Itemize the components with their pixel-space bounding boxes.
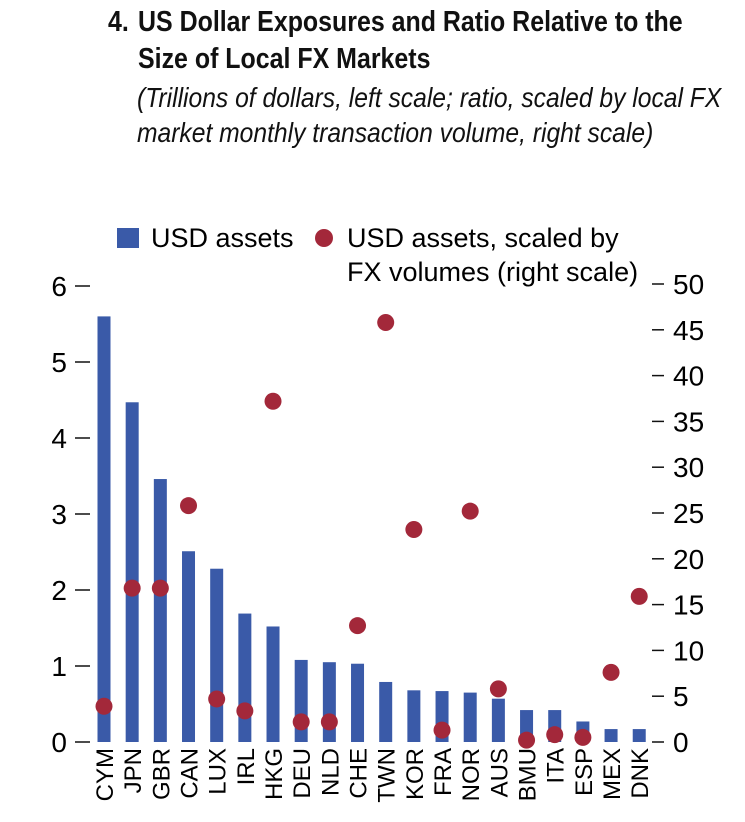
dot-che — [349, 617, 367, 635]
bar-mex — [604, 729, 618, 742]
x-label-fra: FRA — [430, 748, 457, 796]
x-label-twn: TWN — [374, 748, 401, 803]
right-axis-tick-label: 50 — [673, 269, 704, 300]
dot-fra — [433, 721, 451, 739]
dot-lux — [208, 690, 226, 708]
x-label-che: CHE — [346, 748, 373, 799]
dot-nor — [461, 502, 479, 520]
dot-esp — [574, 728, 592, 746]
dot-cym — [95, 697, 113, 715]
right-axis-tick-label: 35 — [673, 406, 704, 437]
x-label-can: CAN — [177, 748, 204, 799]
left-axis-tick-label: 1 — [51, 651, 67, 682]
dot-hkg — [264, 392, 282, 410]
title-text: US Dollar Exposures and Ratio Relative t… — [138, 6, 683, 75]
legend: USD assets USD assets, scaled by FX volu… — [117, 223, 638, 287]
bar-kor — [407, 690, 421, 742]
dot-aus — [489, 680, 507, 698]
bar-dnk — [632, 729, 646, 742]
left-axis-tick-label: 0 — [51, 727, 67, 758]
x-axis-labels: CYM JPN GBR CAN LUX IRL HKG DEU NLD CHE TWN KOR FRA N… — [92, 748, 654, 803]
x-label-kor: KOR — [402, 748, 429, 800]
dot-deu — [292, 713, 310, 731]
bar-twn — [379, 681, 393, 742]
bar-cym — [97, 316, 111, 742]
legend-label-scaled-line2: FX volumes (right scale) — [347, 257, 638, 287]
x-label-dnk: DNK — [627, 748, 654, 799]
dot-gbr — [151, 579, 169, 597]
x-label-jpn: JPN — [120, 748, 147, 793]
right-axis-tick-label: 30 — [673, 452, 704, 483]
x-label-cym: CYM — [92, 748, 119, 801]
dot-dnk — [630, 587, 648, 605]
dot-ita — [546, 726, 564, 744]
bar-hkg — [266, 626, 280, 742]
right-axis-tick-label: 10 — [673, 635, 704, 666]
dot-jpn — [123, 579, 141, 597]
chart-subtitle: (Trillions of dollars, left scale; ratio… — [137, 82, 722, 148]
bar-can — [182, 551, 196, 742]
dot-irl — [236, 702, 254, 720]
dot-nld — [320, 713, 338, 731]
left-axis-tick-label: 6 — [51, 271, 67, 302]
bar-aus — [491, 698, 505, 742]
x-label-aus: AUS — [486, 748, 513, 797]
x-label-bmu: BMU — [515, 748, 542, 801]
right-axis-tick-label: 5 — [673, 681, 689, 712]
x-label-nor: NOR — [458, 748, 485, 801]
dot-kor — [405, 520, 423, 538]
bar-che — [351, 663, 365, 742]
x-label-hkg: HKG — [261, 748, 288, 800]
left-axis-tick-label: 2 — [51, 575, 67, 606]
legend-dot-swatch — [315, 229, 333, 247]
dot-series — [95, 313, 648, 749]
right-axis-tick-label: 40 — [673, 361, 704, 392]
legend-label-scaled-line1: USD assets, scaled by — [347, 223, 619, 253]
left-axis-tick-label: 4 — [51, 423, 67, 454]
x-label-esp: ESP — [571, 748, 598, 796]
bar-lux — [210, 568, 224, 742]
right-axis-tick-label: 25 — [673, 498, 704, 529]
right-axis: 0 5 10 15 20 25 30 35 40 45 50 — [652, 269, 704, 758]
bar-series — [97, 316, 646, 742]
dot-twn — [377, 313, 395, 331]
left-axis-tick-label: 3 — [51, 499, 67, 530]
x-label-mex: MEX — [599, 748, 626, 800]
bar-jpn — [125, 402, 139, 742]
x-label-nld: NLD — [317, 748, 344, 796]
x-label-ita: ITA — [543, 748, 570, 784]
right-axis-tick-label: 15 — [673, 590, 704, 621]
legend-label-usd-assets: USD assets — [151, 223, 294, 253]
legend-bar-swatch — [117, 228, 139, 248]
left-axis-tick-label: 5 — [51, 347, 67, 378]
right-axis-tick-label: 0 — [673, 727, 689, 758]
dot-bmu — [518, 731, 536, 749]
bar-irl — [238, 613, 252, 742]
x-label-lux: LUX — [205, 748, 232, 795]
dot-mex — [602, 663, 620, 681]
x-label-deu: DEU — [289, 748, 316, 799]
x-label-gbr: GBR — [148, 748, 175, 800]
left-axis: 0 1 2 3 4 5 6 — [51, 271, 90, 758]
bar-nor — [463, 692, 477, 742]
title-number: 4. — [108, 6, 129, 38]
bar-gbr — [153, 479, 167, 742]
dot-can — [180, 497, 198, 515]
right-axis-tick-label: 45 — [673, 315, 704, 346]
x-label-irl: IRL — [233, 748, 260, 785]
right-axis-tick-label: 20 — [673, 544, 704, 575]
